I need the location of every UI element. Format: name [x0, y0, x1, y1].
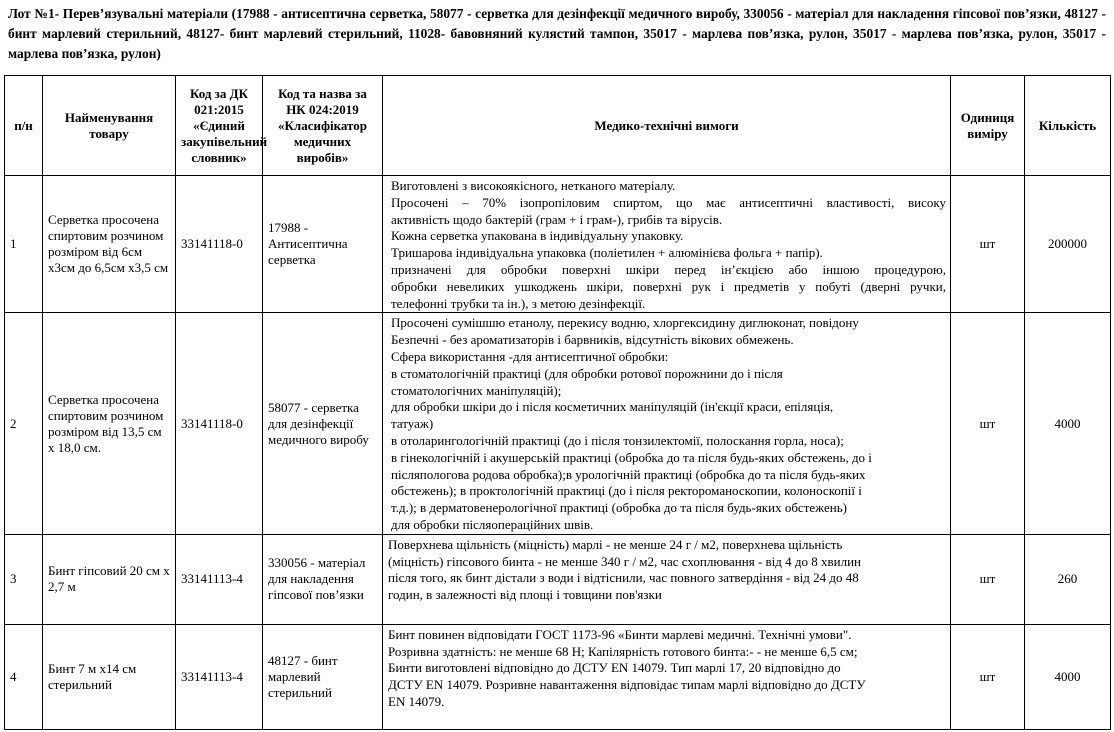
nk-code: 17988 - Антисептична серветка	[262, 174, 383, 314]
dk-code: 33141113-4	[175, 533, 263, 625]
requirement-line: Кожна серветка упакована в індивідуальну…	[391, 228, 684, 244]
unit: шт	[950, 533, 1025, 625]
requirement-line: Просочені сумішшю етанолу, перекису водн…	[391, 315, 859, 331]
requirement-line: стоматологічних маніпуляцій);	[391, 382, 562, 398]
product-name: Бинт 7 м х14 см стерильний	[42, 623, 176, 730]
requirement-line: обробки невеликих ушкоджень шкіри, повер…	[391, 278, 946, 294]
header-quantity: Кількість	[1024, 75, 1111, 176]
requirement-line: Поверхнева щільність (міцність) марлі - …	[388, 536, 843, 552]
requirement-line: призначені для обробки поверхні шкіри пе…	[391, 261, 946, 277]
requirement-line: в отоларингологічній практиці (до і післ…	[391, 432, 844, 448]
table-row: 4 Бинт 7 м х14 см стерильний 33141113-4 481…	[4, 623, 1111, 730]
unit: шт	[950, 174, 1025, 314]
requirements-cell: Бинт повинен відповідати ГОСТ 1173-96 «Б…	[382, 623, 951, 730]
quantity: 4000	[1024, 623, 1111, 730]
header-requirements: Медико-технічні вимоги	[382, 75, 951, 176]
table-row: 1 Серветка просочена спиртовим розчином р…	[4, 174, 1111, 314]
requirement-line: в гінекологічній і акушерській практиці …	[391, 449, 872, 465]
product-name: Бинт гіпсовий 20 см х 2,7 м	[42, 533, 176, 625]
table-row: 3 Бинт гіпсовий 20 см х 2,7 м 33141113-4 33…	[4, 533, 1111, 625]
header-name: Найменування товару	[42, 75, 176, 176]
requirements-cell: Просочені сумішшю етанолу, перекису водн…	[382, 312, 951, 535]
requirement-line: телефонні трубки та ін.), з метою дезінф…	[391, 295, 646, 311]
header-nk-code: Код та назва за НК 024:2019 «Класифікато…	[262, 75, 383, 176]
requirement-line: Бинт повинен відповідати ГОСТ 1173-96 «Б…	[388, 626, 852, 642]
requirement-line: EN 14079.	[388, 693, 445, 709]
requirement-line: т.д.); в дерматовенерологічної практиці …	[391, 500, 847, 516]
dk-code: 33141118-0	[175, 174, 263, 314]
quantity: 4000	[1024, 312, 1111, 535]
dk-code: 33141113-4	[175, 623, 263, 730]
header-number: п/н	[4, 75, 43, 176]
row-number: 4	[4, 623, 43, 730]
dk-code: 33141118-0	[175, 312, 263, 535]
requirement-line: Безпечні - без ароматизаторів і барвникі…	[391, 332, 794, 348]
requirements-cell: Виготовлені з високоякісного, нетканого …	[382, 174, 951, 314]
requirement-line: годин, в залежності від площі і товщини …	[388, 587, 662, 603]
nk-code: 330056 - матеріал для накладення гіпсово…	[262, 533, 383, 625]
row-number: 3	[4, 533, 43, 625]
requirement-line: активність щодо бактерій (грам + і грам-…	[391, 211, 723, 227]
requirement-line: для обробки післяопераційних швів.	[391, 516, 594, 532]
quantity: 200000	[1024, 174, 1111, 314]
requirement-line: ДСТУ EN 14079. Розривне навантаження від…	[388, 677, 866, 693]
unit: шт	[950, 312, 1025, 535]
requirement-line: в стоматологічній практиці (для обробки …	[391, 365, 783, 381]
row-number: 1	[4, 174, 43, 314]
unit: шт	[950, 623, 1025, 730]
requirement-line: Сфера використання -для антисептичної об…	[391, 348, 669, 364]
requirement-line: татуаж)	[391, 416, 434, 432]
row-number: 2	[4, 312, 43, 535]
requirement-line: для обробки шкіри до і після косметичних…	[391, 399, 834, 415]
table-header-row: п/н Найменування товару Код за ДК 021:20…	[4, 75, 1111, 176]
requirements-table: п/н Найменування товару Код за ДК 021:20…	[4, 75, 1111, 730]
product-name: Серветка просочена спиртовим розчином ро…	[42, 312, 176, 535]
requirement-line: Бинти виготовлені відповідно до ДСТУ EN …	[388, 660, 841, 676]
header-dk-code: Код за ДК 021:2015 «Єдиний закупівельний…	[175, 75, 267, 176]
requirements-cell: Поверхнева щільність (міцність) марлі - …	[382, 533, 951, 625]
nk-code: 48127 - бинт марлевий стерильний	[262, 623, 383, 730]
requirement-line: післяпологова родова обробка);в урологіч…	[391, 466, 866, 482]
requirement-line: Тришарова індивідуальна упаковка (поліет…	[391, 245, 823, 261]
product-name: Серветка просочена спиртовим розчином ро…	[42, 174, 176, 314]
requirement-line: обстежень); в проктологічній практиці (д…	[391, 483, 862, 499]
requirement-line: (міцність) гіпсового бинта - не менше 34…	[388, 553, 862, 569]
lot-title: Лот №1- Перев’язувальні матеріали (17988…	[8, 6, 1106, 61]
quantity: 260	[1024, 533, 1111, 625]
requirement-line: Виготовлені з високоякісного, нетканого …	[391, 178, 676, 193]
requirement-line: після того, як бинт дістали з води і від…	[388, 570, 859, 586]
table-row: 2 Серветка просочена спиртовим розчином р…	[4, 312, 1111, 535]
header-unit: Одиниця виміру	[950, 75, 1025, 176]
requirement-line: Просочені – 70% ізопропіловим спиртом, щ…	[391, 194, 946, 210]
requirement-line: Розривна здатність: не менше 68 Н; Капіл…	[388, 643, 858, 659]
nk-code: 58077 - серветка для дезінфекції медично…	[262, 312, 383, 535]
